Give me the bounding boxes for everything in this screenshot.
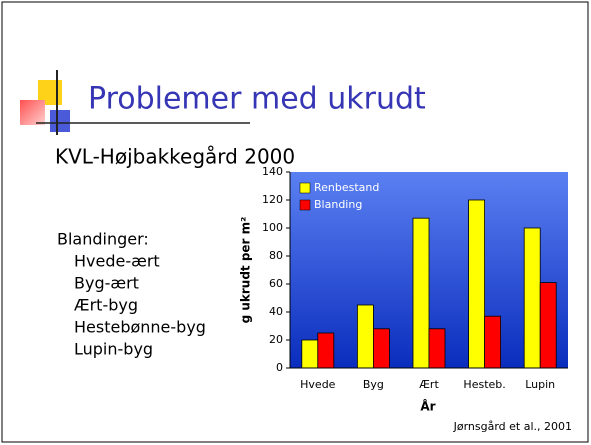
y-tick-label: 20 [269,333,283,346]
x-axis-label: År [420,399,435,414]
x-tick-label: Lupin [525,378,555,391]
slide-title: Problemer med ukrudt [88,82,426,117]
legend-swatch [299,182,311,194]
bar [317,332,335,369]
list-item: Hestebønne-byg [74,318,206,337]
bar [301,339,319,369]
list-item: Hvede-ært [74,252,160,271]
x-tick-label: Hvede [300,378,336,391]
list-item: Byg-ært [74,274,139,293]
y-tick-label: 140 [262,165,283,178]
bar [484,315,502,369]
y-axis-label: g ukrudt per m² [239,217,253,324]
x-tick-label: Hesteb. [463,378,505,391]
legend-label: Blanding [314,198,362,211]
bar [523,227,541,369]
deco-square [50,110,70,132]
deco-square [20,100,45,125]
y-tick-label: 80 [269,249,283,262]
y-tick-label: 40 [269,305,283,318]
list-item: Ært-byg [74,296,138,315]
y-tick-label: 0 [276,361,283,374]
list-item: Lupin-byg [74,340,153,359]
bar [356,304,374,369]
bar [539,282,557,369]
y-tick-label: 120 [262,193,283,206]
bar [412,217,430,369]
legend-swatch [299,199,311,211]
y-tick-label: 100 [262,221,283,234]
bar [468,199,486,369]
x-tick-label: Ært [419,378,439,391]
legend-label: Renbestand [314,181,379,194]
bar [372,328,390,369]
y-tick-label: 60 [269,277,283,290]
subtitle: KVL-Højbakkegård 2000 [55,145,295,169]
x-tick-label: Byg [363,378,384,391]
bar [428,328,446,369]
citation: Jørnsgård et al., 2001 [453,420,572,433]
list-heading: Blandinger: [57,230,149,249]
